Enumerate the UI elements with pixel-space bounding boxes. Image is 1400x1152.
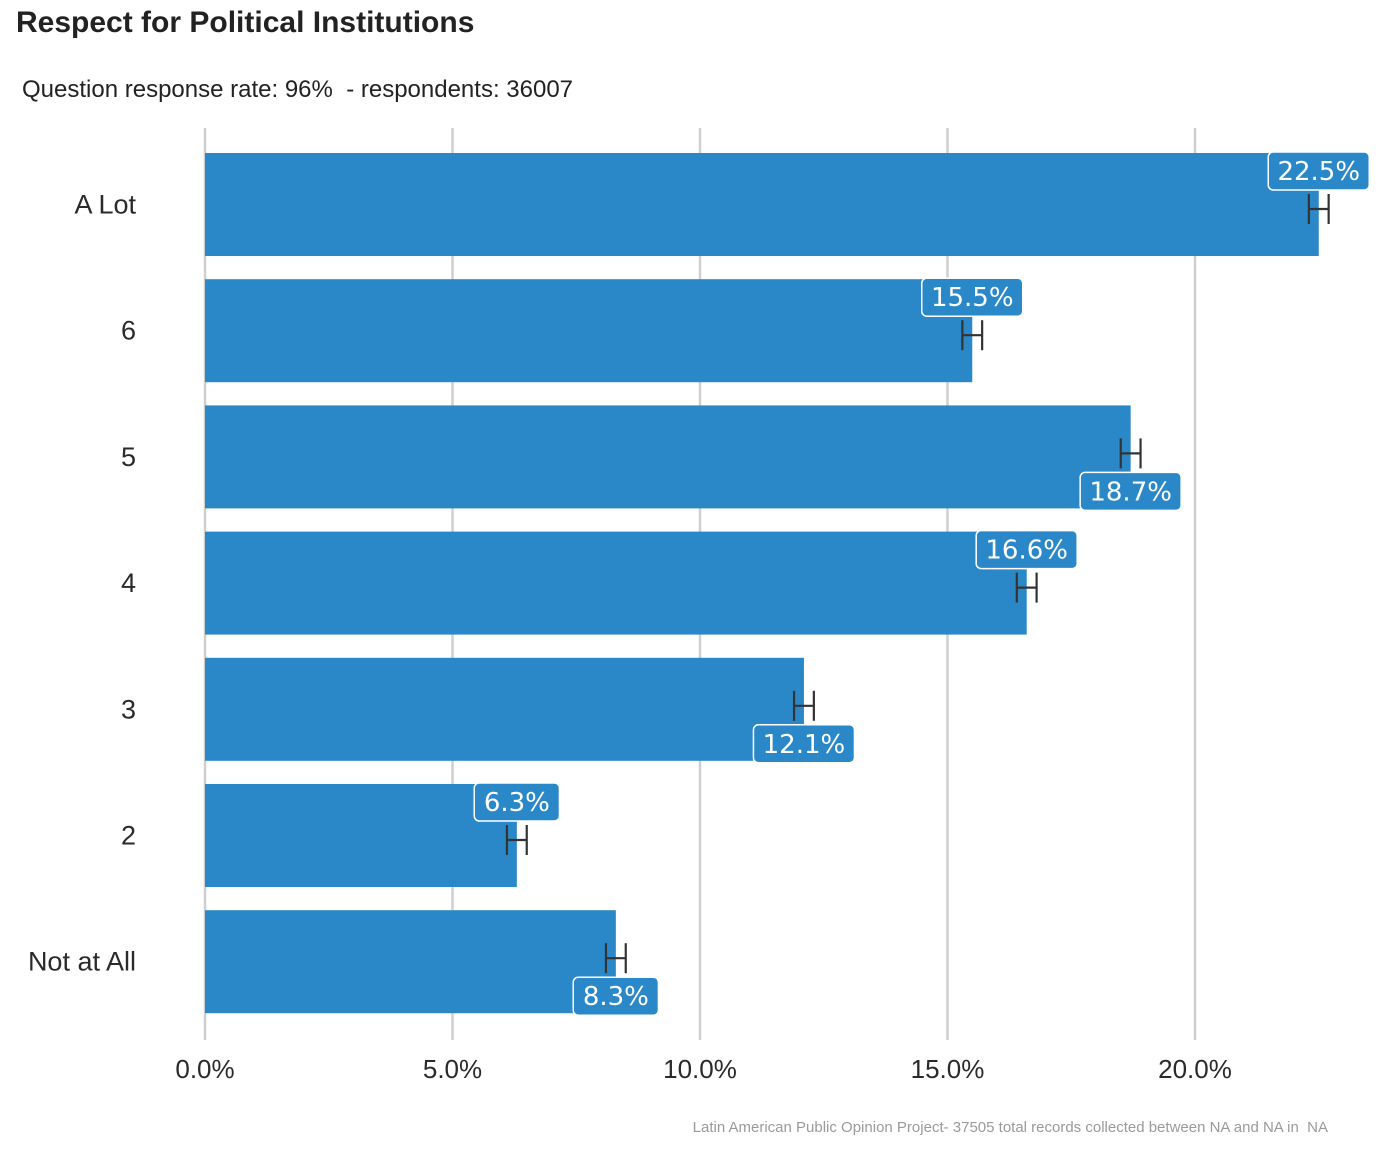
x-tick-label: 15.0% <box>911 1054 985 1084</box>
chart-caption: Latin American Public Opinion Project- 3… <box>692 1119 1328 1136</box>
error-bars <box>505 194 1330 974</box>
x-axis-ticks: 0.0% 5.0% 10.0% 15.0% 20.0% <box>175 1054 1232 1084</box>
value-labels: 22.5% 15.5% 18.7% 16.6% 12.1% 6.3% 8.3% <box>473 151 1370 1016</box>
error-bar <box>1119 438 1142 469</box>
category-label: A Lot <box>74 190 136 220</box>
error-bar <box>505 825 528 855</box>
category-label: 2 <box>121 821 136 851</box>
value-label-text: 18.7% <box>1089 477 1172 507</box>
value-label-text: 16.6% <box>985 536 1068 566</box>
category-label: 4 <box>121 568 136 598</box>
value-label: 8.3% <box>572 976 660 1016</box>
value-label-text: 8.3% <box>583 982 649 1012</box>
value-label-text: 22.5% <box>1277 157 1360 187</box>
value-label: 12.1% <box>752 724 856 764</box>
value-label-text: 15.5% <box>931 283 1014 313</box>
bars <box>205 153 1319 1014</box>
category-label: 5 <box>121 442 136 472</box>
x-tick-label: 0.0% <box>175 1054 234 1084</box>
category-label: 6 <box>121 316 136 346</box>
value-label: 6.3% <box>473 782 561 822</box>
bar <box>205 657 804 761</box>
category-label: 3 <box>121 694 136 724</box>
value-label: 16.6% <box>975 529 1078 570</box>
value-label: 22.5% <box>1267 151 1370 191</box>
error-bar <box>792 690 815 721</box>
x-tick-label: 10.0% <box>663 1054 737 1084</box>
x-tick-label: 20.0% <box>1158 1054 1232 1084</box>
category-label: Not at All <box>28 947 136 977</box>
error-bar <box>1307 194 1330 224</box>
bar <box>205 405 1131 509</box>
bar <box>205 153 1319 256</box>
error-bar <box>604 943 627 974</box>
bar <box>205 910 616 1014</box>
value-label: 18.7% <box>1079 471 1182 512</box>
chart-subtitle: Question response rate: 96% - respondent… <box>22 76 574 103</box>
error-bar <box>961 320 984 351</box>
bar <box>205 784 517 887</box>
chart-title: Respect for Political Institutions <box>16 6 475 39</box>
value-label-text: 6.3% <box>484 788 550 818</box>
bar <box>205 531 1027 635</box>
category-labels: A Lot 6 5 4 3 2 Not at All <box>28 190 137 977</box>
error-bar <box>1015 572 1038 603</box>
value-label: 15.5% <box>921 277 1024 317</box>
bar <box>205 279 973 383</box>
value-label-text: 12.1% <box>763 730 846 760</box>
x-tick-label: 5.0% <box>423 1054 482 1084</box>
